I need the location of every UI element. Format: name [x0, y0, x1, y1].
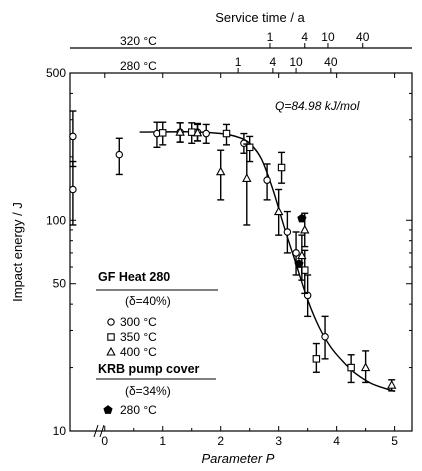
top-tick-label: 1 — [235, 55, 242, 69]
legend-group1-title: GF Heat 280 — [98, 270, 170, 284]
legend-400: 400 °C — [120, 345, 157, 359]
y-tick-label: 100 — [46, 213, 66, 227]
legend-group2-title: KRB pump cover — [98, 362, 200, 376]
legend-280: 280 °C — [120, 403, 157, 417]
data-point — [297, 250, 307, 260]
series-3 — [294, 213, 307, 268]
data-point — [242, 173, 252, 182]
legend-group2-subtitle: (δ=34%) — [125, 384, 171, 398]
top-tick-label: 4 — [270, 55, 277, 69]
x-tick-label: 0 — [101, 434, 108, 448]
legend-350: 350 °C — [120, 330, 157, 344]
top-row-label-280: 280 °C — [120, 59, 157, 73]
data-point — [386, 380, 397, 389]
top-axis-ticks: 1 4 10 40 1 4 10 40 — [235, 30, 370, 73]
y-tick-label: 10 — [53, 424, 67, 438]
data-point — [240, 139, 248, 148]
data-point — [192, 127, 203, 137]
data-point — [263, 176, 271, 184]
data-point — [297, 213, 307, 223]
legend-marker-350 — [107, 333, 115, 341]
y-axis-ticks: 10 50 100 500 — [46, 66, 412, 438]
data-point — [202, 129, 210, 138]
series-1 — [158, 121, 355, 384]
y-axis-title: Impact energy / J — [10, 202, 25, 302]
legend-group1-subtitle: (δ=40%) — [125, 294, 171, 308]
legend-marker-300 — [107, 318, 115, 326]
y-tick-label: 50 — [53, 277, 67, 291]
data-point — [215, 166, 226, 176]
x-axis-title: Parameter P — [202, 451, 275, 466]
data-point — [69, 132, 77, 141]
data-point — [312, 355, 321, 363]
series-2 — [175, 122, 397, 392]
data-point — [292, 249, 300, 257]
x-axis-ticks: 0 1 2 3 4 5 — [101, 73, 398, 448]
data-points — [69, 110, 397, 392]
x-tick-label: 3 — [275, 434, 282, 448]
data-point — [347, 363, 355, 372]
x-axis-break-mark — [93, 424, 105, 438]
x-tick-label: 2 — [217, 434, 224, 448]
data-point — [115, 150, 124, 159]
legend-marker-280 — [103, 405, 113, 414]
data-point — [294, 259, 304, 268]
x-tick-label: 5 — [391, 434, 398, 448]
data-point — [277, 163, 286, 172]
legend-300: 300 °C — [120, 315, 157, 329]
data-point — [69, 185, 77, 194]
data-point — [187, 128, 196, 136]
top-tick-label: 40 — [356, 30, 370, 44]
top-tick-label: 10 — [321, 30, 335, 44]
data-point — [175, 126, 185, 136]
top-tick-label: 40 — [324, 55, 338, 69]
data-point — [321, 333, 329, 341]
top-axis-title: Service time / a — [215, 10, 305, 25]
top-tick-label: 1 — [267, 30, 274, 44]
top-tick-label: 10 — [289, 55, 303, 69]
top-tick-label: 4 — [301, 30, 308, 44]
plot-frame — [69, 72, 413, 432]
x-tick-label: 1 — [159, 434, 166, 448]
x-tick-label: 4 — [333, 434, 340, 448]
top-row-label-320: 320 °C — [120, 34, 157, 48]
data-point — [283, 228, 292, 236]
y-tick-label: 500 — [46, 66, 66, 80]
data-point — [273, 206, 284, 216]
legend-markers — [103, 318, 116, 414]
activation-energy-annotation: Q=84.98 kJ/mol — [275, 99, 360, 113]
data-point — [222, 129, 231, 138]
legend: GF Heat 280 (δ=40%) 300 °C 350 °C 400 °C… — [96, 270, 218, 417]
data-point — [158, 129, 167, 137]
data-point — [360, 362, 371, 372]
data-point — [300, 224, 310, 234]
legend-marker-400 — [106, 346, 116, 356]
